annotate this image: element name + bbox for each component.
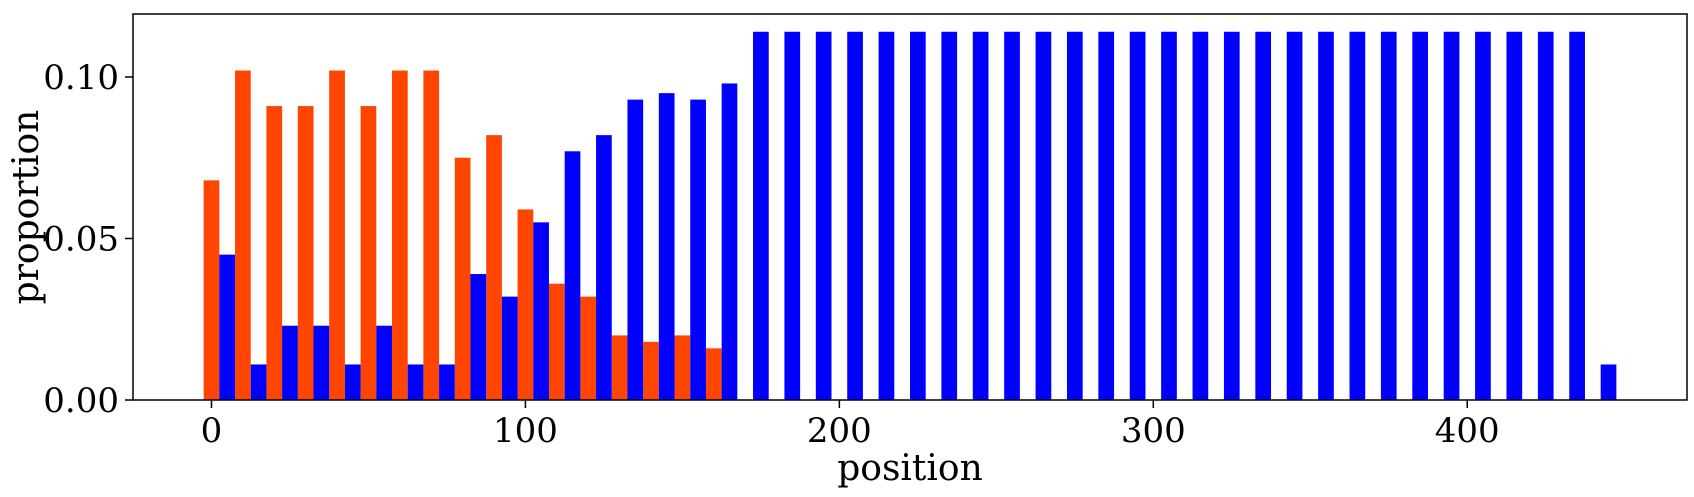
bar-series-2-31 (1192, 31, 1209, 401)
bar-series-1-3 (297, 106, 314, 400)
bar-series-2-13 (627, 99, 644, 400)
bar-series-2-1 (250, 364, 267, 400)
bar-series-1-15 (674, 335, 691, 400)
bar-series-1-5 (360, 106, 377, 400)
bar-series-1-16 (705, 348, 722, 400)
bar-series-2-42 (1537, 31, 1554, 401)
bar-series-2-30 (1161, 31, 1177, 401)
bar-series-2-6 (407, 364, 424, 400)
bar-series-2-44 (1600, 364, 1617, 400)
bar-series-2-34 (1286, 31, 1303, 401)
bar-series-1-14 (643, 341, 659, 400)
y-tick-label: 0.05 (43, 219, 119, 259)
bar-series-1-8 (454, 157, 471, 400)
bar-series-2-14 (658, 93, 675, 401)
bar-series-2-12 (596, 135, 612, 400)
bar-series-1-11 (548, 283, 565, 400)
bar-series-2-15 (690, 99, 706, 400)
x-tick-label: 400 (1435, 411, 1500, 451)
y-tick-label: 0.10 (43, 58, 119, 98)
bar-series-1-1 (235, 70, 251, 401)
bar-series-2-19 (815, 31, 832, 401)
bar-series-2-23 (941, 31, 958, 401)
bar-series-2-28 (1098, 31, 1115, 401)
bar-series-2-29 (1129, 31, 1146, 401)
bar-series-2-41 (1506, 31, 1523, 401)
x-tick-label: 200 (807, 411, 872, 451)
bar-series-2-39 (1443, 31, 1460, 401)
bar-series-2-33 (1255, 31, 1272, 401)
bar-series-2-38 (1412, 31, 1428, 401)
bar-series-2-10 (533, 222, 549, 400)
bars-layer (203, 31, 1617, 401)
bar-series-1-2 (266, 106, 283, 400)
y-axis-label: proportion (6, 110, 47, 305)
bar-series-1-12 (580, 296, 597, 400)
bar-series-2-35 (1318, 31, 1334, 401)
bar-series-2-11 (564, 151, 581, 400)
bar-series-1-6 (392, 70, 408, 401)
y-tick-label: 0.00 (43, 381, 119, 421)
bar-series-2-43 (1569, 31, 1585, 401)
bar-series-1-10 (517, 209, 534, 400)
bar-series-2-17 (753, 31, 769, 401)
x-tick-label: 0 (201, 411, 223, 451)
bar-series-2-37 (1380, 31, 1397, 401)
bar-series-2-16 (721, 83, 738, 401)
bar-series-2-32 (1223, 31, 1240, 401)
bar-series-2-22 (910, 31, 926, 401)
bar-series-1-9 (486, 135, 502, 400)
bar-series-2-7 (439, 364, 455, 400)
bar-series-2-24 (972, 31, 989, 401)
bar-series-2-25 (1004, 31, 1020, 401)
bar-series-1-4 (329, 70, 345, 401)
plot-frame (132, 13, 1688, 401)
bar-series-2-18 (784, 31, 801, 401)
ticks-layer: 0 100 200 300 400 0.00 0.05 0.10 (43, 58, 1499, 451)
x-axis-label: position (837, 448, 983, 489)
bar-series-2-0 (219, 254, 236, 400)
bar-series-2-2 (282, 325, 298, 400)
bar-series-2-9 (501, 296, 518, 400)
bar-series-1-7 (423, 70, 440, 401)
bar-series-2-5 (376, 325, 392, 400)
bar-series-1-0 (203, 180, 220, 400)
bar-series-2-8 (470, 274, 487, 400)
bar-series-2-26 (1035, 31, 1052, 401)
bar-series-2-3 (313, 325, 330, 400)
x-tick-label: 300 (1121, 411, 1186, 451)
bar-series-2-4 (344, 364, 361, 400)
x-tick-label: 100 (493, 411, 558, 451)
bar-series-2-20 (847, 31, 863, 401)
bar-series-2-21 (878, 31, 895, 401)
bar-series-2-36 (1349, 31, 1366, 401)
bar-series-2-40 (1475, 31, 1491, 401)
bar-series-1-13 (611, 335, 628, 400)
bar-series-2-27 (1066, 31, 1083, 401)
